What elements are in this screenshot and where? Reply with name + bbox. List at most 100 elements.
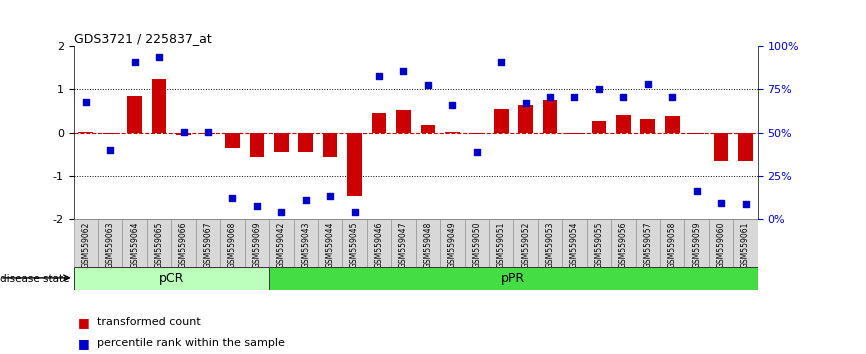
Text: GSM559068: GSM559068 [228,222,237,268]
Bar [464,219,489,267]
Point [739,201,753,207]
Text: GSM559053: GSM559053 [546,222,554,268]
Text: GSM559065: GSM559065 [155,222,164,268]
Bar [74,267,269,290]
Bar [421,125,436,133]
Bar [244,219,269,267]
Point [152,54,166,60]
Bar [641,119,655,133]
Text: GSM559048: GSM559048 [423,222,432,268]
Bar [391,219,416,267]
Text: GSM559063: GSM559063 [106,222,115,268]
Text: GSM559049: GSM559049 [448,222,457,268]
Point [347,209,361,215]
Point [323,193,337,199]
Bar [538,219,562,267]
Bar [514,219,538,267]
Bar [591,121,606,133]
Bar [122,219,147,267]
Text: GDS3721 / 225837_at: GDS3721 / 225837_at [74,32,211,45]
Bar [220,219,244,267]
Bar [342,219,367,267]
Bar [440,219,464,267]
Text: GSM559047: GSM559047 [399,222,408,268]
Text: ■: ■ [78,337,90,350]
Bar [323,133,338,156]
Point [421,82,435,88]
Text: GSM559069: GSM559069 [252,222,262,268]
Text: GSM559061: GSM559061 [741,222,750,268]
Text: pCR: pCR [158,272,184,285]
Bar [586,219,611,267]
Bar [225,133,240,148]
Text: GSM559042: GSM559042 [277,222,286,268]
Point [250,204,264,209]
Point [714,200,728,206]
Point [470,149,484,155]
Point [665,95,679,100]
Text: GSM559050: GSM559050 [472,222,481,268]
Point [494,60,508,65]
Text: GSM559058: GSM559058 [668,222,676,268]
Bar [396,110,410,133]
Text: pPR: pPR [501,272,526,285]
Bar [299,133,313,152]
Bar [318,219,342,267]
Text: GSM559043: GSM559043 [301,222,310,268]
Point [445,102,459,107]
Point [397,68,410,74]
Bar [347,133,362,196]
Point [225,195,239,201]
Bar [489,219,514,267]
Text: ■: ■ [78,316,90,329]
Text: GSM559052: GSM559052 [521,222,530,268]
Bar [611,219,636,267]
Point [275,209,288,215]
Bar [98,219,122,267]
Bar [147,219,171,267]
Text: GSM559060: GSM559060 [716,222,726,268]
Bar [689,133,704,135]
Bar [714,133,728,161]
Bar [734,219,758,267]
Text: GSM559046: GSM559046 [374,222,384,268]
Bar [636,219,660,267]
Bar [543,100,558,133]
Bar [171,219,196,267]
Bar [684,219,709,267]
Point [641,81,655,87]
Text: disease state: disease state [0,274,69,284]
Text: GSM559067: GSM559067 [204,222,212,268]
Text: GSM559057: GSM559057 [643,222,652,268]
Bar [249,133,264,156]
Bar [665,116,680,133]
Bar [416,219,440,267]
Bar [372,113,386,133]
Bar [269,267,758,290]
Bar [660,219,684,267]
Text: GSM559064: GSM559064 [130,222,139,268]
Bar [562,219,586,267]
Text: GSM559045: GSM559045 [350,222,359,268]
Bar [152,79,166,133]
Text: GSM559051: GSM559051 [497,222,506,268]
Bar [79,132,94,133]
Text: transformed count: transformed count [97,317,201,327]
Bar [196,219,220,267]
Text: GSM559054: GSM559054 [570,222,579,268]
Bar [294,219,318,267]
Bar [367,219,391,267]
Point [201,129,215,135]
Point [128,60,142,65]
Text: GSM559055: GSM559055 [594,222,604,268]
Bar [269,219,294,267]
Text: GSM559056: GSM559056 [619,222,628,268]
Point [372,73,386,78]
Text: GSM559059: GSM559059 [692,222,701,268]
Bar [738,133,753,161]
Point [519,101,533,106]
Point [79,99,93,104]
Bar [127,96,142,133]
Point [689,188,703,194]
Point [177,129,191,135]
